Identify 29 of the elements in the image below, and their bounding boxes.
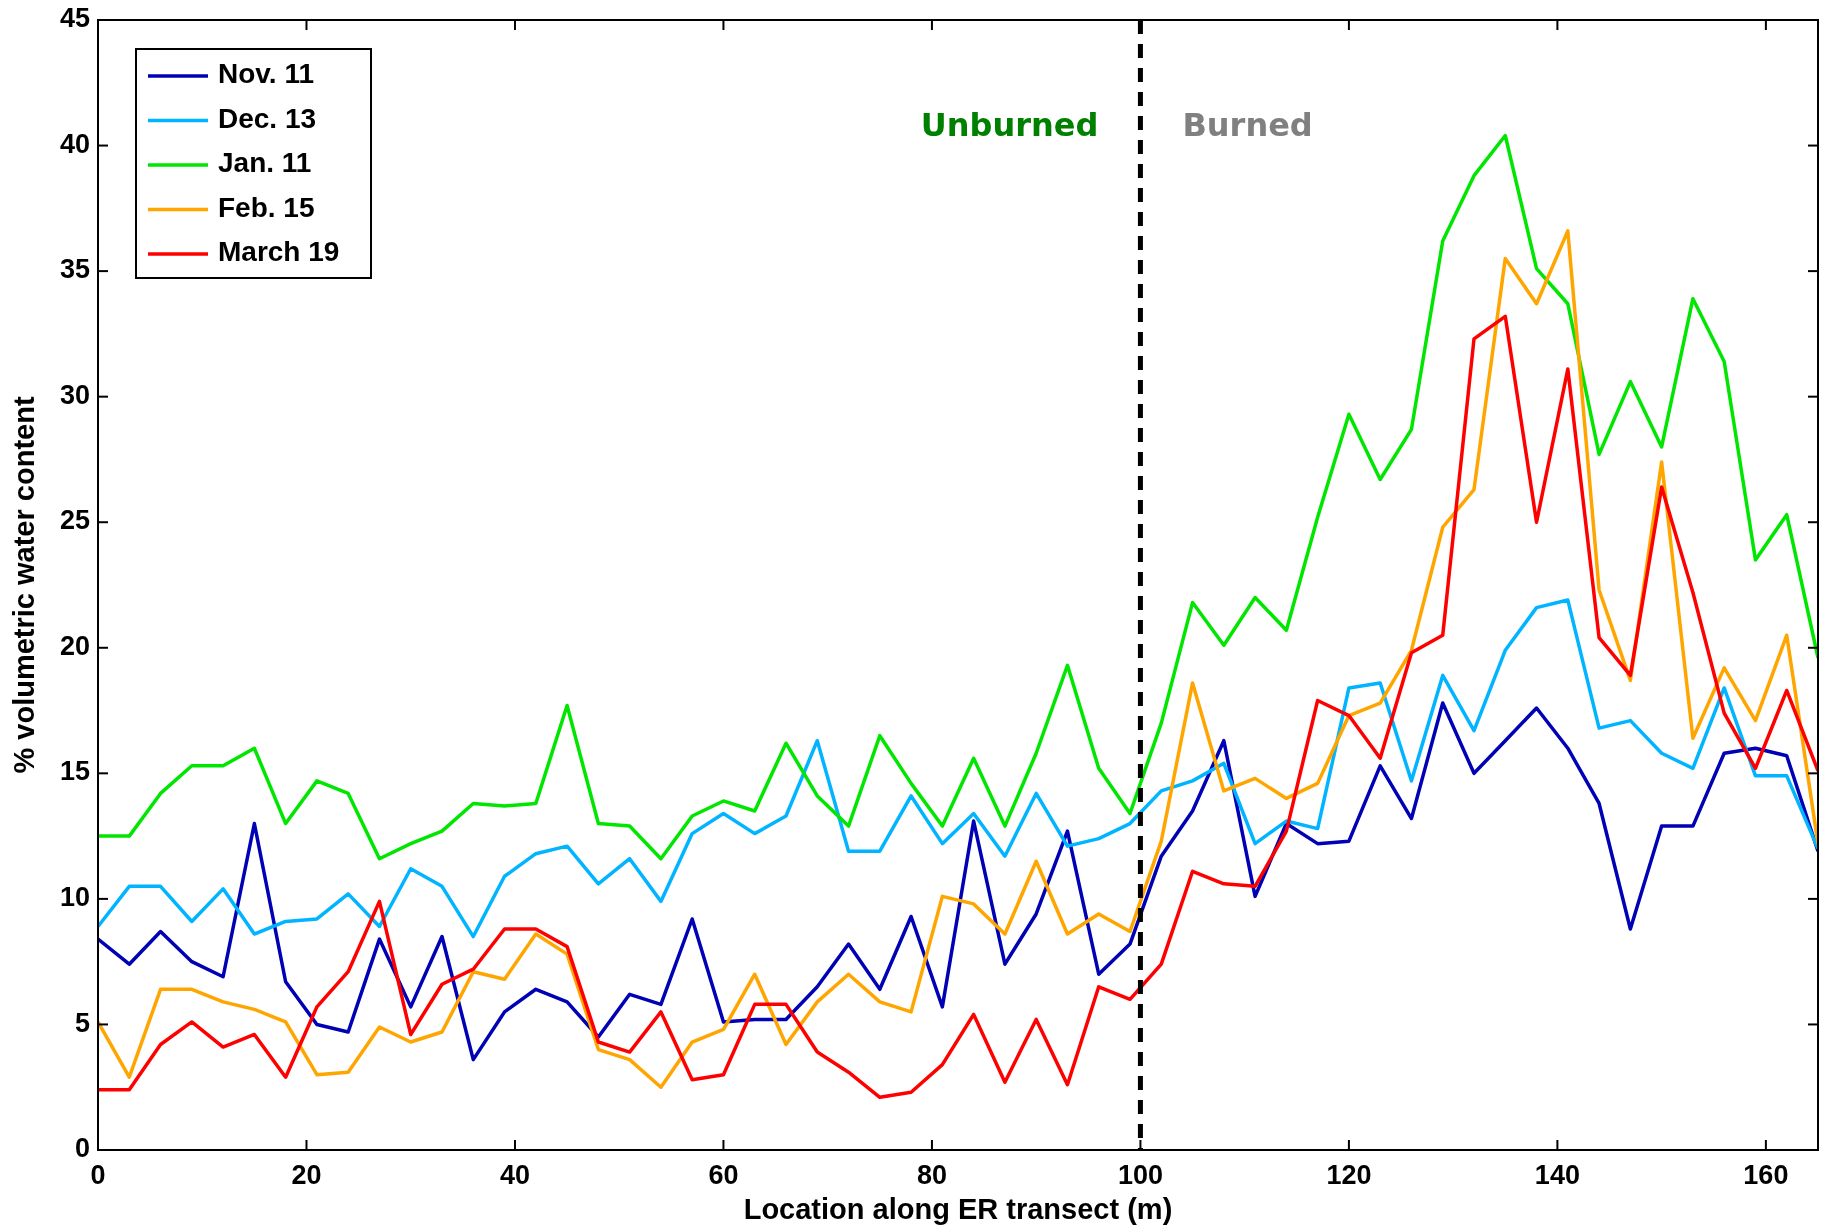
y-tick-label: 35	[59, 254, 90, 285]
y-axis-title: % volumetric water content	[8, 396, 40, 774]
x-tick-label: 120	[1326, 1160, 1372, 1190]
y-tick-label: 0	[74, 1133, 90, 1164]
y-tick-label: 40	[59, 128, 90, 159]
legend-label: March 19	[218, 236, 340, 268]
y-tick-label: 25	[59, 505, 90, 536]
x-tick-label: 100	[1117, 1160, 1163, 1190]
y-tick-label: 20	[59, 630, 90, 661]
x-tick-label: 140	[1534, 1160, 1580, 1190]
x-tick-label: 40	[499, 1160, 530, 1190]
legend-label: Nov. 11	[218, 58, 314, 90]
legend-label: Jan. 11	[218, 147, 312, 179]
x-tick-label: 160	[1743, 1160, 1789, 1190]
y-tick-label: 30	[59, 379, 90, 410]
y-tick-label: 10	[59, 882, 90, 913]
y-tick-label: 5	[74, 1007, 90, 1038]
x-axis-title: Location along ER transect (m)	[743, 1193, 1173, 1225]
legend-label: Feb. 15	[218, 191, 315, 223]
y-tick-label: 45	[59, 3, 90, 34]
annotation: Burned	[1182, 106, 1313, 144]
x-tick-label: 60	[708, 1160, 739, 1190]
legend-label: Dec. 13	[218, 102, 317, 134]
annotation: Unburned	[920, 106, 1099, 144]
line-series	[98, 701, 1818, 1062]
x-tick-label: 20	[291, 1160, 322, 1190]
y-tick-label: 15	[59, 756, 90, 787]
x-tick-label: 80	[916, 1160, 947, 1190]
line-series	[98, 598, 1818, 939]
